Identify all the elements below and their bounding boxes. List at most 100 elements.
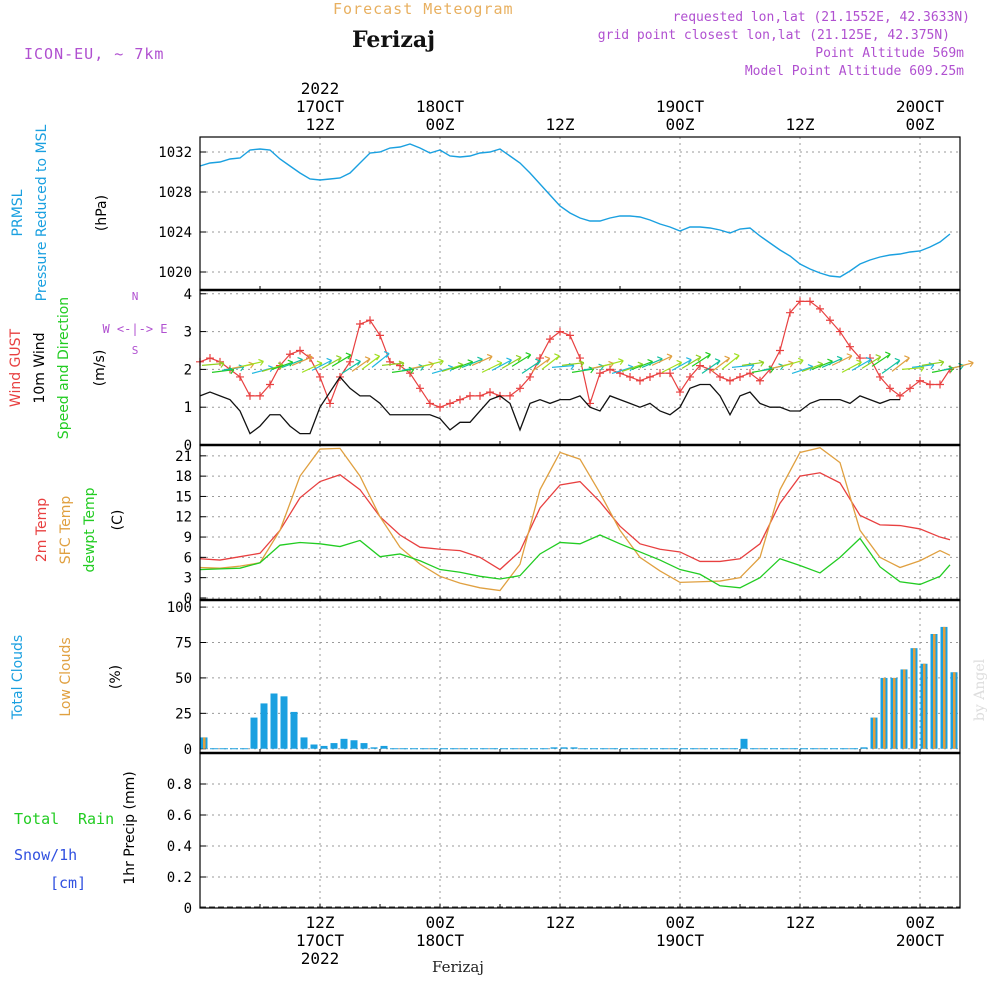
gust-point: [716, 372, 724, 381]
low-cloud-bar: [873, 717, 876, 749]
gust-point: [256, 391, 264, 400]
wind-arrow: [541, 355, 560, 370]
panel-4: 0 0.2 0.4 0.6 0.8: [167, 753, 960, 917]
bottom-axis-label: 18OCT: [416, 931, 465, 950]
temp-2m-label: 2m Temp: [34, 498, 50, 562]
wind-arrow: [241, 360, 264, 367]
wind-arrow: [831, 355, 853, 366]
gust-point: [476, 391, 484, 400]
y-tick-label: 3: [184, 325, 192, 341]
wind-arrow-head: [544, 355, 551, 363]
wind-arrow: [381, 362, 404, 366]
top-axis-label: 00Z: [906, 115, 935, 134]
y-tick-label: 9: [184, 530, 192, 546]
top-axis-label: 17OCT: [296, 97, 345, 116]
total-cloud-bar: [300, 737, 308, 749]
gust-point: [246, 391, 254, 400]
wind-arrow: [391, 368, 414, 373]
gust-point: [566, 331, 574, 340]
low-cloud-label: Low Clouds: [58, 637, 74, 716]
bottom-axis-label: 2022: [301, 949, 340, 968]
wind-arrow: [371, 353, 390, 368]
wind-arrow: [301, 362, 323, 373]
wind-arrows: [201, 350, 974, 375]
low-cloud-bar: [893, 677, 896, 749]
gust-point: [416, 384, 424, 393]
y-tick-label: 25: [175, 706, 192, 722]
gust-point: [896, 391, 904, 400]
gust-point: [296, 346, 304, 355]
gust-point: [636, 376, 644, 385]
gust-point: [686, 372, 694, 381]
wind-arrow-head: [535, 358, 541, 366]
wind-arrow-head: [336, 355, 342, 363]
compass-south: S: [132, 344, 139, 357]
total-cloud-bar: [330, 743, 338, 749]
total-cloud-bar: [250, 717, 258, 749]
gust-point: [426, 399, 434, 408]
gust-point: [906, 384, 914, 393]
compass-label: W <-|-> E: [102, 322, 167, 336]
gust-point: [796, 297, 804, 306]
y-tick-label: 6: [184, 550, 192, 566]
wind-arrow-head: [758, 359, 765, 367]
wind-arrow: [651, 355, 673, 366]
wind-arrow-head: [875, 354, 882, 362]
gust-point: [286, 350, 294, 359]
temp-2m-line: [199, 472, 951, 571]
pressure-label-long: Pressure Reduced to MSL: [34, 124, 50, 301]
wind-arrow-head: [686, 357, 692, 365]
wind-arrow: [871, 353, 891, 367]
wind-arrow-head: [258, 358, 264, 366]
gust-point: [876, 372, 884, 381]
gust-point: [486, 388, 494, 397]
wind-arrow-head: [345, 352, 352, 360]
low-cloud-bar: [203, 737, 206, 749]
wind-arrow: [201, 362, 224, 366]
gust-point: [666, 369, 674, 378]
gust-point: [446, 399, 454, 408]
y-tick-label: 0: [184, 901, 192, 917]
wind-arrow-head: [714, 358, 721, 366]
location-title: Ferizaj: [352, 27, 436, 53]
panel-2: 0 3 6 9 12 15 18 21: [175, 445, 960, 607]
wind-arrow-head: [525, 352, 532, 360]
credit-label: by Angel: [972, 658, 988, 721]
gust-point: [746, 369, 754, 378]
product-title: Forecast Meteogram: [333, 0, 514, 18]
pressure-unit: (hPa): [94, 195, 110, 231]
gust-point: [736, 372, 744, 381]
wind-arrow-head: [938, 359, 945, 367]
gust-point: [676, 388, 684, 397]
wind-arrow: [681, 356, 702, 369]
wind-arrow-head: [307, 354, 313, 362]
low-cloud-bar: [883, 677, 886, 749]
wind-arrow: [261, 364, 284, 372]
gust-point: [726, 376, 734, 385]
y-tick-label: 0.8: [167, 777, 192, 793]
wind-arrow: [321, 357, 342, 369]
panel-1: 0 1 2 3 4: [184, 287, 960, 454]
wind-arrow-head: [383, 350, 390, 358]
y-tick-label: 100: [167, 600, 192, 616]
gust-point: [756, 376, 764, 385]
cloud-unit: (%): [108, 665, 124, 689]
top-axis-label: 20OCT: [896, 97, 945, 116]
snow-label: Snow/1h: [14, 846, 77, 864]
wind-arrow-head: [326, 357, 333, 365]
wind-arrow-head: [578, 360, 585, 368]
panel-frame: [199, 444, 961, 601]
wind-arrow: [661, 361, 682, 373]
gust-point: [846, 342, 854, 351]
total-cloud-bar: [270, 693, 278, 749]
wind-arrow-head: [968, 360, 974, 368]
wind-arrow: [921, 361, 944, 366]
y-tick-label: 15: [175, 489, 192, 505]
top-axis-label: 12Z: [786, 115, 815, 134]
gust-point: [526, 372, 534, 381]
model-altitude: Model Point Altitude 609.25m: [744, 64, 964, 79]
wind-arrow-head: [666, 353, 673, 361]
wind-arrow: [701, 360, 721, 374]
panel-frame: [199, 752, 961, 909]
